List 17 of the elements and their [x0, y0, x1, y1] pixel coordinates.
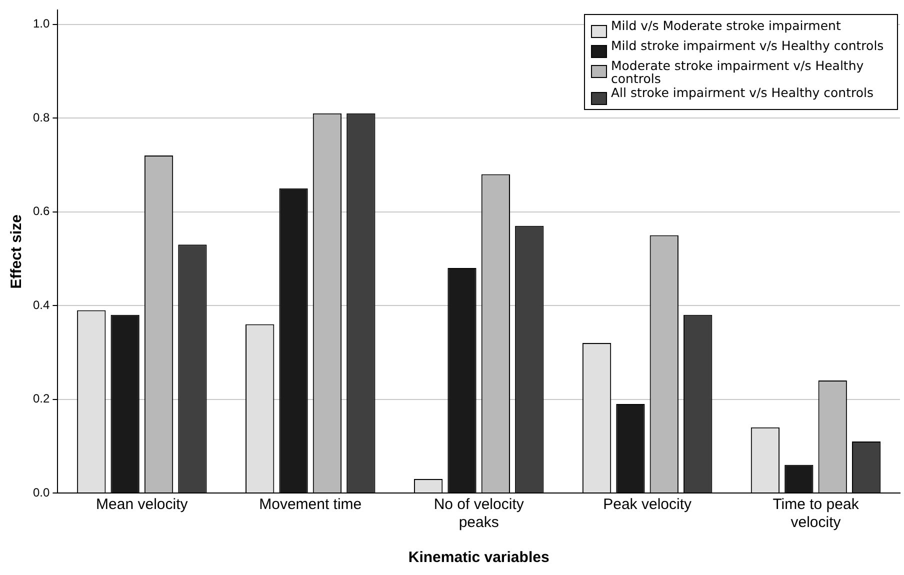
x-tick-label: Time to peak velocity — [772, 496, 860, 532]
y-tick-label: 1.0 — [32, 16, 50, 31]
y-tick-label: 0.8 — [32, 110, 50, 124]
y-tick-label: 0.2 — [32, 392, 50, 406]
legend-label: Moderate stroke impairment v/s Healthy controls — [611, 58, 865, 86]
x-tick-label: Mean velocity — [96, 496, 188, 514]
legend-label: Mild v/s Moderate stroke impairment — [611, 18, 842, 33]
x-tick-label: Movement time — [259, 496, 362, 514]
y-tick-label: 0.6 — [32, 204, 50, 218]
y-axis-title: Effect size — [8, 214, 26, 289]
x-axis-title: Kinematic variables — [408, 549, 550, 566]
legend-label: All stroke impairment v/s Healthy controls — [611, 85, 875, 100]
legend-label: Mild stroke impairment v/s Healthy controls — [611, 38, 885, 53]
x-tick-label: No of velocity peaks — [434, 496, 524, 532]
x-tick-label: Peak velocity — [603, 496, 692, 514]
y-tick-label: 0.0 — [32, 485, 50, 500]
y-tick-label: 0.4 — [32, 298, 50, 312]
